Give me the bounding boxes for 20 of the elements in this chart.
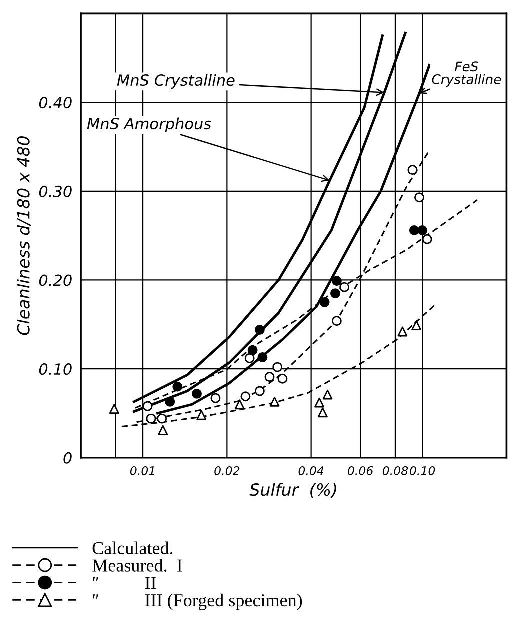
- x-tick-label: 0.04: [298, 466, 324, 476]
- y-tick-label: 0.40: [39, 97, 72, 109]
- legend-label: ″ III (Forged specimen): [93, 594, 302, 610]
- legend-label: Measured. I: [92, 559, 182, 572]
- x-axis-title: Sulfur (%): [250, 483, 336, 498]
- x-tick-label: 0.02: [214, 466, 240, 476]
- y-tick-label: 0.10: [39, 364, 72, 376]
- text: Calculated.: [92, 542, 173, 555]
- annotation: MnS Crystalline: [117, 74, 235, 90]
- y-tick-label: 0: [64, 452, 72, 464]
- y-tick-label: 0.30: [39, 186, 72, 198]
- x-tick-label: 0.10: [410, 466, 436, 476]
- annotation: MnS Amorphous: [87, 118, 212, 133]
- legend-label: ″ II: [93, 577, 156, 590]
- x-tick-label: 0.06: [348, 466, 374, 476]
- annotation: FeS Crystalline: [432, 62, 502, 87]
- x-tick-label: 0.01: [130, 466, 154, 476]
- x-tick-label: 0.08: [382, 466, 408, 476]
- y-axis-title: Cleanliness d/180 x 480: [16, 136, 32, 336]
- y-tick-label: 0.20: [39, 274, 72, 286]
